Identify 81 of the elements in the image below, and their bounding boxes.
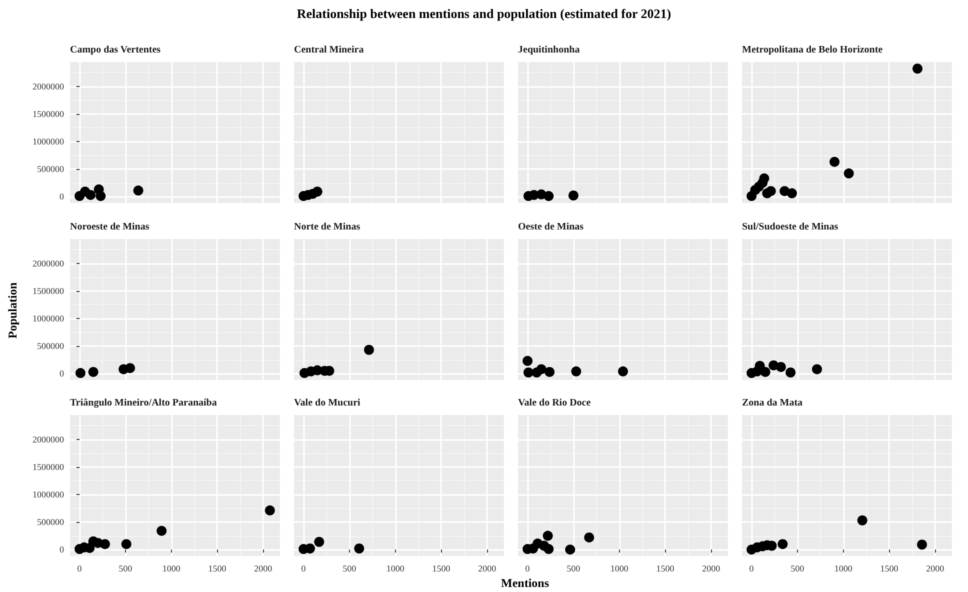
chart-title: Jequitinhonha bbox=[518, 44, 580, 56]
y-tick-label: 1500000 bbox=[32, 462, 64, 472]
point bbox=[766, 186, 776, 196]
point bbox=[786, 188, 797, 198]
y-axis-title: Population bbox=[6, 282, 20, 341]
x-tick-label: 1500 bbox=[880, 564, 899, 574]
chart-title: Campo das Vertentes bbox=[70, 44, 161, 56]
chart-title: Central Mineira bbox=[294, 44, 364, 56]
point bbox=[584, 532, 594, 542]
point bbox=[264, 505, 275, 516]
x-tick-label: 1500 bbox=[432, 564, 451, 574]
chart-title: Oeste de Minas bbox=[518, 222, 584, 232]
x-tick-label: 1500 bbox=[656, 564, 675, 574]
x-tick-label: 0 bbox=[749, 564, 754, 574]
x-tick-label: 500 bbox=[118, 564, 133, 574]
point bbox=[536, 364, 546, 374]
x-tick-label: 0 bbox=[525, 564, 530, 574]
y-tick-label: 500000 bbox=[37, 517, 64, 528]
point bbox=[364, 344, 374, 355]
chart-title: Vale do Rio Doce bbox=[518, 398, 592, 408]
point bbox=[844, 168, 854, 178]
point bbox=[916, 540, 927, 550]
y-tick-label: 2000000 bbox=[32, 434, 64, 444]
point bbox=[156, 526, 167, 536]
point bbox=[522, 356, 533, 366]
x-tick-label: 0 bbox=[77, 564, 82, 574]
point bbox=[776, 362, 786, 372]
x-tick-label: 2000 bbox=[702, 564, 721, 574]
point bbox=[100, 539, 110, 550]
point bbox=[812, 364, 822, 374]
y-tick-label: 2000000 bbox=[32, 81, 64, 92]
x-tick-label: 2000 bbox=[254, 564, 273, 574]
point bbox=[542, 530, 553, 541]
point bbox=[133, 186, 144, 196]
point bbox=[618, 366, 628, 376]
y-tick-label: 500000 bbox=[37, 341, 64, 352]
point bbox=[121, 539, 132, 550]
x-tick-label: 1500 bbox=[208, 564, 227, 574]
point bbox=[857, 515, 868, 526]
point bbox=[565, 544, 576, 555]
y-tick-label: 1500000 bbox=[32, 108, 64, 119]
point bbox=[571, 366, 582, 376]
chart-title: Sul/Sudoeste de Minas bbox=[742, 222, 838, 232]
point bbox=[544, 366, 555, 377]
y-tick-label: 0 bbox=[60, 544, 64, 555]
y-tick-label: 0 bbox=[60, 192, 64, 202]
x-tick-label: 2000 bbox=[926, 564, 945, 574]
chart-title: Vale do Mucuri bbox=[294, 398, 361, 408]
point bbox=[86, 190, 96, 200]
point bbox=[778, 539, 788, 550]
point bbox=[786, 368, 796, 378]
point bbox=[759, 173, 770, 184]
chart-title: Zona da Mata bbox=[742, 398, 803, 408]
point bbox=[760, 366, 770, 377]
y-tick-label: 1000000 bbox=[32, 313, 64, 324]
x-axis-title: Mentions bbox=[500, 576, 550, 591]
chart-title: Metropolitana de Belo Horizonte bbox=[742, 44, 884, 56]
x-tick-label: 1000 bbox=[834, 564, 853, 574]
x-tick-label: 1000 bbox=[386, 564, 405, 574]
point bbox=[523, 368, 534, 378]
x-tick-label: 0 bbox=[301, 564, 306, 574]
x-tick-label: 2000 bbox=[478, 564, 497, 574]
chart-title: Triângulo Mineiro/Alto Paranaíba bbox=[70, 398, 217, 408]
x-tick-label: 500 bbox=[566, 564, 581, 574]
chart-title: Norte de Minas bbox=[294, 222, 360, 232]
x-tick-label: 500 bbox=[790, 564, 805, 574]
point bbox=[830, 156, 840, 167]
y-tick-label: 0 bbox=[60, 368, 64, 379]
text: Relationship between mentions and population (estimated for 2021) bbox=[296, 6, 672, 22]
y-tick-label: 1000000 bbox=[32, 136, 64, 146]
point bbox=[96, 191, 106, 202]
x-tick-label: 1000 bbox=[162, 564, 181, 574]
y-tick-label: 1500000 bbox=[32, 286, 64, 296]
y-tick-label: 1000000 bbox=[32, 489, 64, 500]
point bbox=[544, 544, 554, 554]
x-tick-label: 500 bbox=[342, 564, 357, 574]
y-tick-label: 2000000 bbox=[32, 258, 64, 268]
point bbox=[912, 64, 922, 74]
x-tick-label: 1000 bbox=[610, 564, 629, 574]
y-tick-label: 500000 bbox=[37, 164, 64, 174]
chart-title: Noroeste de Minas bbox=[70, 222, 150, 232]
